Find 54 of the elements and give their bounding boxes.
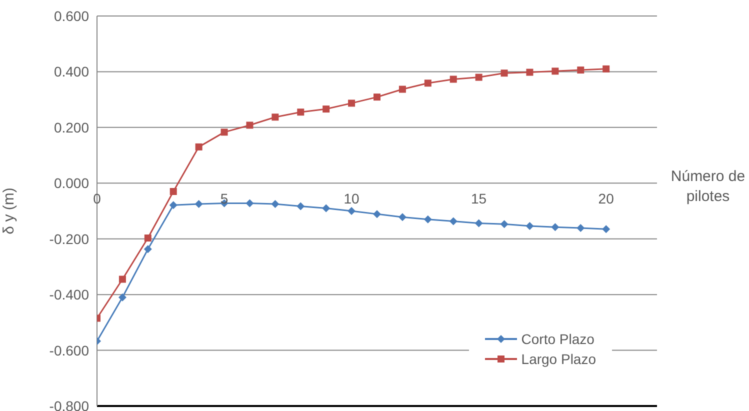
- y-tick-label: 0.600: [54, 8, 90, 24]
- point: [271, 200, 280, 208]
- point: [526, 222, 534, 230]
- point: [602, 225, 610, 234]
- point: [398, 213, 406, 222]
- point: [577, 66, 584, 74]
- point: [118, 276, 126, 283]
- point: [602, 65, 610, 72]
- point: [475, 74, 482, 81]
- y-tick-label: 0.200: [54, 119, 90, 136]
- point: [398, 86, 406, 93]
- point: [552, 68, 559, 75]
- point: [322, 204, 330, 212]
- y-tick-label: 0.400: [54, 64, 90, 80]
- point: [424, 80, 432, 87]
- y-tick-label: 0.000: [54, 175, 90, 192]
- legend-label: Corto Plazo: [521, 331, 594, 347]
- point: [195, 143, 202, 150]
- point: [194, 200, 203, 208]
- point: [272, 114, 279, 121]
- point: [449, 217, 458, 226]
- point: [220, 128, 228, 136]
- point: [296, 202, 305, 210]
- point: [118, 293, 126, 302]
- point: [144, 234, 152, 242]
- point: [246, 199, 254, 208]
- point: [246, 122, 254, 129]
- point: [144, 245, 152, 254]
- point: [500, 70, 508, 77]
- point: [526, 68, 534, 76]
- x-tick-label: 15: [471, 190, 487, 207]
- point: [348, 100, 356, 107]
- point: [551, 223, 560, 232]
- y-tick-label: -0.800: [49, 398, 90, 411]
- point: [373, 210, 381, 218]
- point: [374, 94, 380, 101]
- legend-label: Largo Plazo: [521, 351, 596, 367]
- y-tick-label: -0.600: [49, 342, 90, 358]
- point: [474, 219, 483, 228]
- y-axis-title: δ y (m): [0, 188, 18, 234]
- point: [169, 201, 178, 210]
- point: [348, 207, 356, 215]
- x-axis-title: Número de pilotes: [670, 167, 746, 208]
- x-tick-label: 20: [598, 190, 614, 207]
- point: [450, 76, 457, 83]
- x-tick-label: 10: [344, 190, 360, 207]
- point: [322, 106, 330, 113]
- y-tick-label: -0.400: [49, 286, 90, 303]
- point: [500, 220, 508, 228]
- y-tick-label: -0.200: [49, 230, 90, 247]
- point: [297, 108, 304, 116]
- point: [170, 188, 177, 195]
- point: [576, 224, 585, 232]
- point: [424, 215, 432, 224]
